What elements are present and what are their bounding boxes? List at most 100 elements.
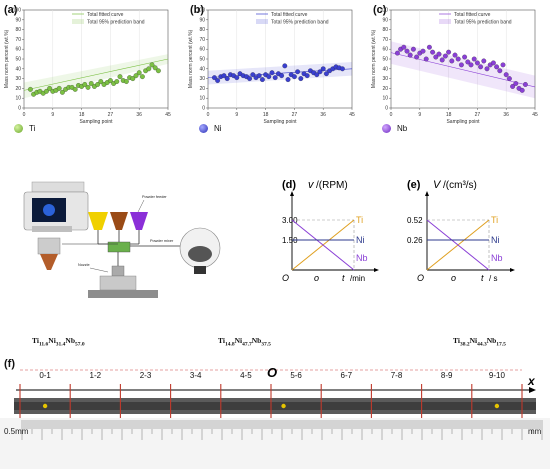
d-x-unit: /min xyxy=(350,274,365,283)
segment-label: 0-1 xyxy=(39,371,51,380)
scale-left-label: 0.5mm xyxy=(4,427,29,436)
data-point xyxy=(117,74,123,80)
y-tick-label: 30 xyxy=(15,76,21,82)
data-point xyxy=(519,87,525,93)
y-tick-label: 90 xyxy=(15,17,21,23)
panel-letter-b: (b) xyxy=(190,4,205,16)
x-axis-title: Sampling point xyxy=(263,119,297,125)
y-tick-label: 30 xyxy=(199,76,205,82)
y-tick-label: 80 xyxy=(382,27,388,33)
sample-dot xyxy=(42,403,48,409)
data-point xyxy=(215,78,221,83)
data-point xyxy=(123,79,129,84)
data-point xyxy=(282,63,288,69)
y-tick-label: 50 xyxy=(199,57,205,63)
segment-label: 5-6 xyxy=(290,371,302,380)
segment-label: 1-2 xyxy=(90,371,102,380)
data-point xyxy=(146,66,152,72)
strip-core xyxy=(14,402,536,410)
data-point xyxy=(47,85,53,91)
y-tick-label: 60 xyxy=(382,47,388,53)
composition-left: Ti11.6Ni31.4Nb57.0 xyxy=(32,336,85,348)
data-point xyxy=(72,86,78,92)
segment-label: 6-7 xyxy=(341,371,353,380)
mixer-stand xyxy=(194,266,206,274)
e-y-unit: /(cm³/s) xyxy=(443,180,477,191)
data-point xyxy=(442,53,448,59)
x-tick-label: 0 xyxy=(207,112,210,118)
laser-nozzle xyxy=(40,254,58,270)
x-tick-label: 45 xyxy=(349,112,355,118)
data-point xyxy=(407,52,413,58)
data-point xyxy=(339,66,345,72)
origin-label: O xyxy=(267,365,277,380)
data-point xyxy=(82,82,88,87)
data-point xyxy=(317,69,323,75)
data-point xyxy=(314,72,320,78)
nozzle-body xyxy=(111,265,125,277)
x-tick-label: 27 xyxy=(292,112,298,118)
x-axis-title: Sampling point xyxy=(79,119,113,125)
d-y-arrow-icon xyxy=(290,191,294,196)
y-tick-label: 70 xyxy=(15,37,21,43)
data-point xyxy=(95,82,101,87)
y-tick-label: 70 xyxy=(382,37,388,43)
data-point xyxy=(462,54,468,60)
x-tick-label: 9 xyxy=(235,112,238,118)
data-point xyxy=(88,81,94,86)
x-tick-label: 18 xyxy=(446,112,452,118)
data-point xyxy=(85,84,91,90)
data-point xyxy=(250,72,256,78)
d-y-unit: /(RPM) xyxy=(316,180,348,191)
data-point xyxy=(484,66,490,72)
data-point xyxy=(449,58,455,64)
e-xtick-o: o xyxy=(451,273,456,283)
data-point xyxy=(436,51,442,57)
x-tick-label: 36 xyxy=(136,112,142,118)
substrate xyxy=(99,275,137,291)
data-point xyxy=(298,76,304,82)
data-point xyxy=(513,81,519,86)
e-y-arrow-icon xyxy=(425,191,429,196)
segment-label: 8-9 xyxy=(441,371,453,380)
d-line-nb xyxy=(291,219,355,271)
x-tick-label: 0 xyxy=(390,112,393,118)
mixer-block xyxy=(107,241,131,253)
d-origin: O xyxy=(282,273,289,283)
data-point xyxy=(426,44,432,50)
x-tick-label: 27 xyxy=(475,112,481,118)
work-table xyxy=(88,290,158,298)
nb-ball-icon xyxy=(382,124,391,133)
comp-left-ti: Ti xyxy=(32,336,39,345)
comp-left-ti-sub: 11.6 xyxy=(38,341,49,348)
d-label-nb: Nb xyxy=(356,253,368,263)
data-point xyxy=(458,62,464,68)
data-point xyxy=(465,59,471,65)
x-tick-label: 18 xyxy=(79,112,85,118)
data-point xyxy=(506,76,512,82)
composition-right: Ti38.2Ni44.3Nb17.5 xyxy=(453,336,506,348)
data-point xyxy=(500,62,506,68)
comp-left-ni-sub: 31.4 xyxy=(55,341,66,348)
hopper-brown xyxy=(110,212,128,230)
data-point xyxy=(497,68,503,74)
legend-ti-label: Ti xyxy=(29,124,36,133)
data-point xyxy=(247,76,253,82)
y-tick-label: 40 xyxy=(199,66,205,72)
hopper-yellow xyxy=(88,212,108,230)
data-point xyxy=(155,68,161,74)
y-tick-label: 10 xyxy=(382,96,388,102)
powder-feeder-label: Powder feeder xyxy=(142,195,167,199)
segment-label: 2-3 xyxy=(140,371,152,380)
y-tick-label: 0 xyxy=(18,106,21,112)
ti-ball-icon xyxy=(14,124,23,133)
data-point xyxy=(522,82,528,87)
data-point xyxy=(133,73,139,79)
y-tick-label: 100 xyxy=(13,8,22,14)
panel-letter-a: (a) xyxy=(4,4,18,16)
y-tick-label: 50 xyxy=(382,57,388,63)
data-point xyxy=(43,88,49,94)
data-point xyxy=(474,60,480,66)
controller-frame xyxy=(31,181,85,193)
e-ytick-052: 0.52 xyxy=(407,216,423,225)
